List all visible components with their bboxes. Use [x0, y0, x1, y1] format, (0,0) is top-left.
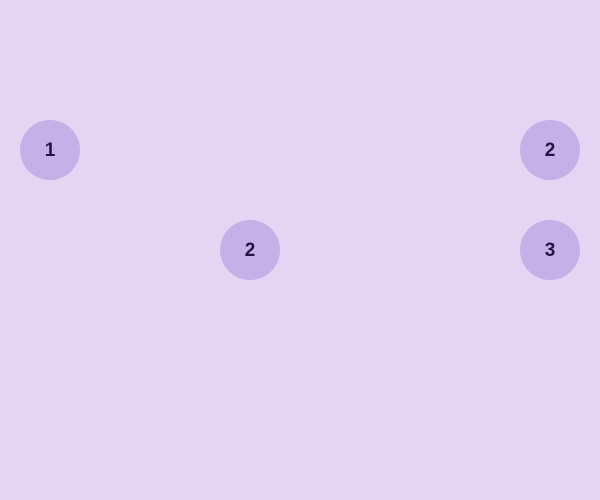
number-node[interactable]: 2: [220, 220, 280, 280]
number-node[interactable]: 2: [520, 120, 580, 180]
node-number: 3: [544, 239, 556, 261]
node-number: 1: [44, 139, 56, 161]
node-number: 2: [244, 239, 256, 261]
node-number: 2: [544, 139, 556, 161]
number-node[interactable]: 3: [520, 220, 580, 280]
number-node[interactable]: 1: [20, 120, 80, 180]
